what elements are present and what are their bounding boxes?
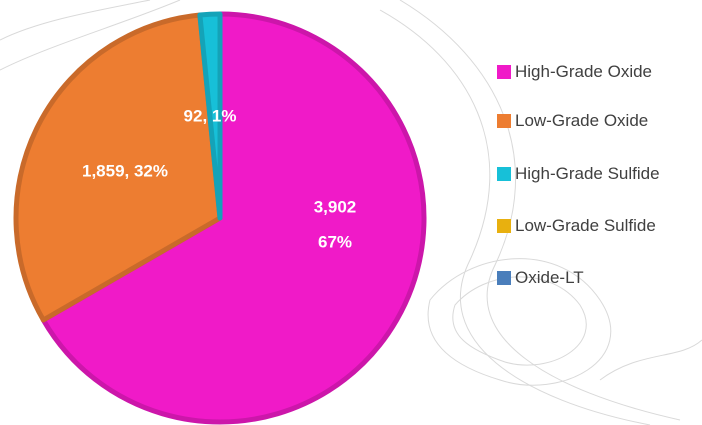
- legend-item: High-Grade Sulfide: [497, 162, 697, 185]
- legend-swatch: [497, 65, 511, 79]
- legend-swatch: [497, 219, 511, 233]
- legend-label: High-Grade Oxide: [515, 62, 653, 81]
- legend-label: Oxide-LT: [515, 268, 584, 287]
- legend-label: Low-Grade Oxide: [515, 111, 649, 130]
- legend-item: Low-Grade Sulfide: [497, 214, 697, 237]
- legend-label: High-Grade Sulfide: [515, 164, 660, 183]
- pie-slice: [197, 11, 223, 221]
- legend-item: Oxide-LT: [497, 266, 697, 289]
- legend-swatch: [497, 167, 511, 181]
- legend-item: Low-Grade Oxide: [497, 109, 697, 132]
- legend-label: Low-Grade Sulfide: [515, 216, 656, 235]
- pie-slice: [13, 12, 223, 323]
- data-label: 3,902: [314, 197, 357, 216]
- data-label: 1,859, 32%: [82, 161, 168, 180]
- pie: 3,902 67% 1,859, 32% 92, 1%: [13, 11, 427, 425]
- legend-swatch: [497, 114, 511, 128]
- data-label: 67%: [318, 232, 352, 251]
- legend-item: High-Grade Oxide: [497, 60, 697, 83]
- pie-slice: [40, 11, 427, 425]
- legend-swatch: [497, 271, 511, 285]
- data-label: 92, 1%: [184, 106, 237, 125]
